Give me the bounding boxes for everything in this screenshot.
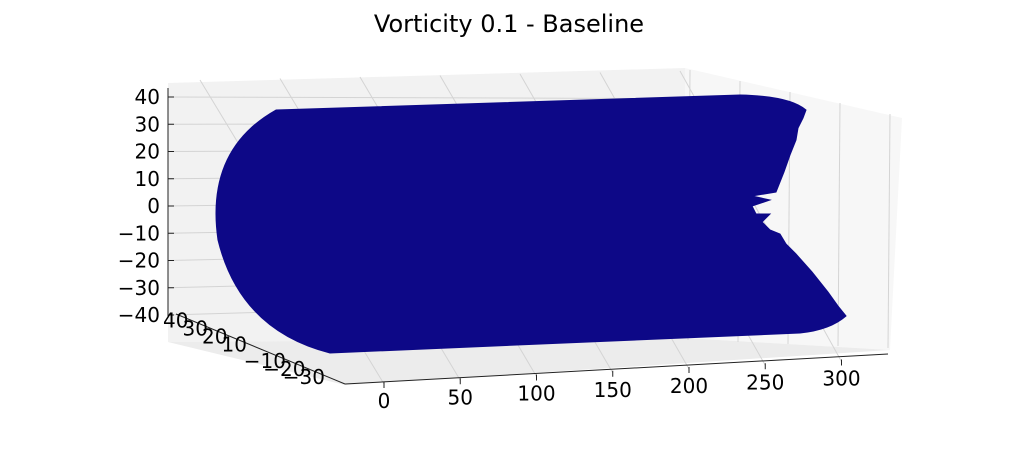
z-tick-label: 0 [147, 194, 160, 218]
y-tick-label: −20 [263, 357, 305, 381]
surface-shape [215, 94, 847, 354]
surface-series [215, 94, 847, 354]
x-tick-label: 150 [594, 378, 632, 402]
z-tick-label: −20 [118, 249, 160, 273]
z-tick-label: 10 [135, 167, 160, 191]
z-tick-label: −40 [118, 303, 160, 327]
z-tick-label: 30 [135, 112, 160, 136]
y-tick-label: −30 [283, 365, 325, 389]
y-tick-label: 20 [202, 325, 227, 349]
x-tick-label: 200 [670, 374, 708, 398]
z-gridline [167, 96, 686, 100]
y-tick-label: −10 [244, 349, 286, 373]
chart-title: Vorticity 0.1 - Baseline [373, 10, 645, 38]
y-tick-label: 30 [183, 316, 208, 340]
x-tick-label: 100 [517, 382, 555, 406]
z-tick-label: −10 [118, 221, 160, 245]
x-tick-label: 300 [822, 367, 860, 391]
z-tick-label: 40 [135, 85, 160, 109]
z-tick-label: −30 [118, 276, 160, 300]
y-gridline [837, 102, 841, 347]
y-tick-label: 40 [163, 308, 188, 332]
y-gridline [887, 113, 891, 349]
x-tick-label: 50 [448, 385, 473, 409]
z-tick-label: 20 [135, 140, 160, 164]
axis-lines [167, 88, 889, 385]
x-tick-label: 0 [378, 389, 391, 413]
y-tick-label: 10 [222, 333, 247, 357]
x-tick-label: 250 [746, 370, 784, 394]
